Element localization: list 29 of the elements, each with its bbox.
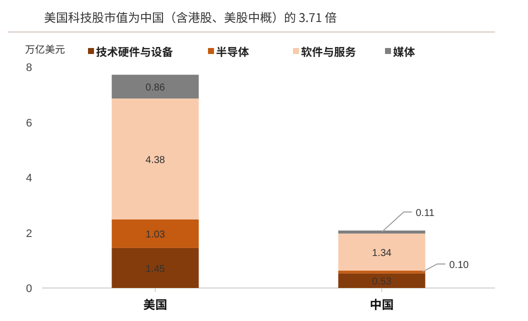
- y-tick-label: 6: [26, 117, 32, 130]
- bar: [112, 74, 199, 98]
- bar: [112, 219, 199, 248]
- chart-title: 美国科技股市值为中国（含港股、美股中概）的 3.71 倍: [44, 9, 337, 26]
- data-label: 1.03: [146, 230, 166, 241]
- bar: [112, 98, 199, 220]
- data-label: 0.11: [416, 208, 435, 220]
- y-tick-label: 0: [26, 283, 32, 295]
- y-tick-label: 8: [26, 62, 32, 74]
- data-label: 0.86: [146, 82, 166, 94]
- data-label: 0.10: [449, 260, 470, 271]
- legend-label: 技术硬件与设备: [96, 44, 173, 60]
- legend-label: 半导体: [216, 44, 249, 60]
- legend-label: 媒体: [393, 44, 415, 60]
- bar: [338, 273, 426, 288]
- data-label: 0.53: [372, 276, 392, 288]
- bar: [338, 234, 426, 271]
- x-tick-label: 中国: [370, 296, 394, 313]
- legend-label: 软件与服务: [301, 44, 356, 60]
- y-tick-label: 4: [26, 172, 32, 184]
- y-tick-label: 2: [26, 228, 32, 240]
- bar: [338, 230, 426, 234]
- x-tick-label: 美国: [143, 296, 168, 313]
- data-label: 4.38: [146, 154, 166, 166]
- data-label: 1.45: [146, 264, 166, 275]
- data-label: 1.34: [372, 248, 392, 260]
- bar: [112, 248, 199, 288]
- y-axis-title: 万亿美元: [25, 41, 65, 56]
- bar: [338, 270, 426, 274]
